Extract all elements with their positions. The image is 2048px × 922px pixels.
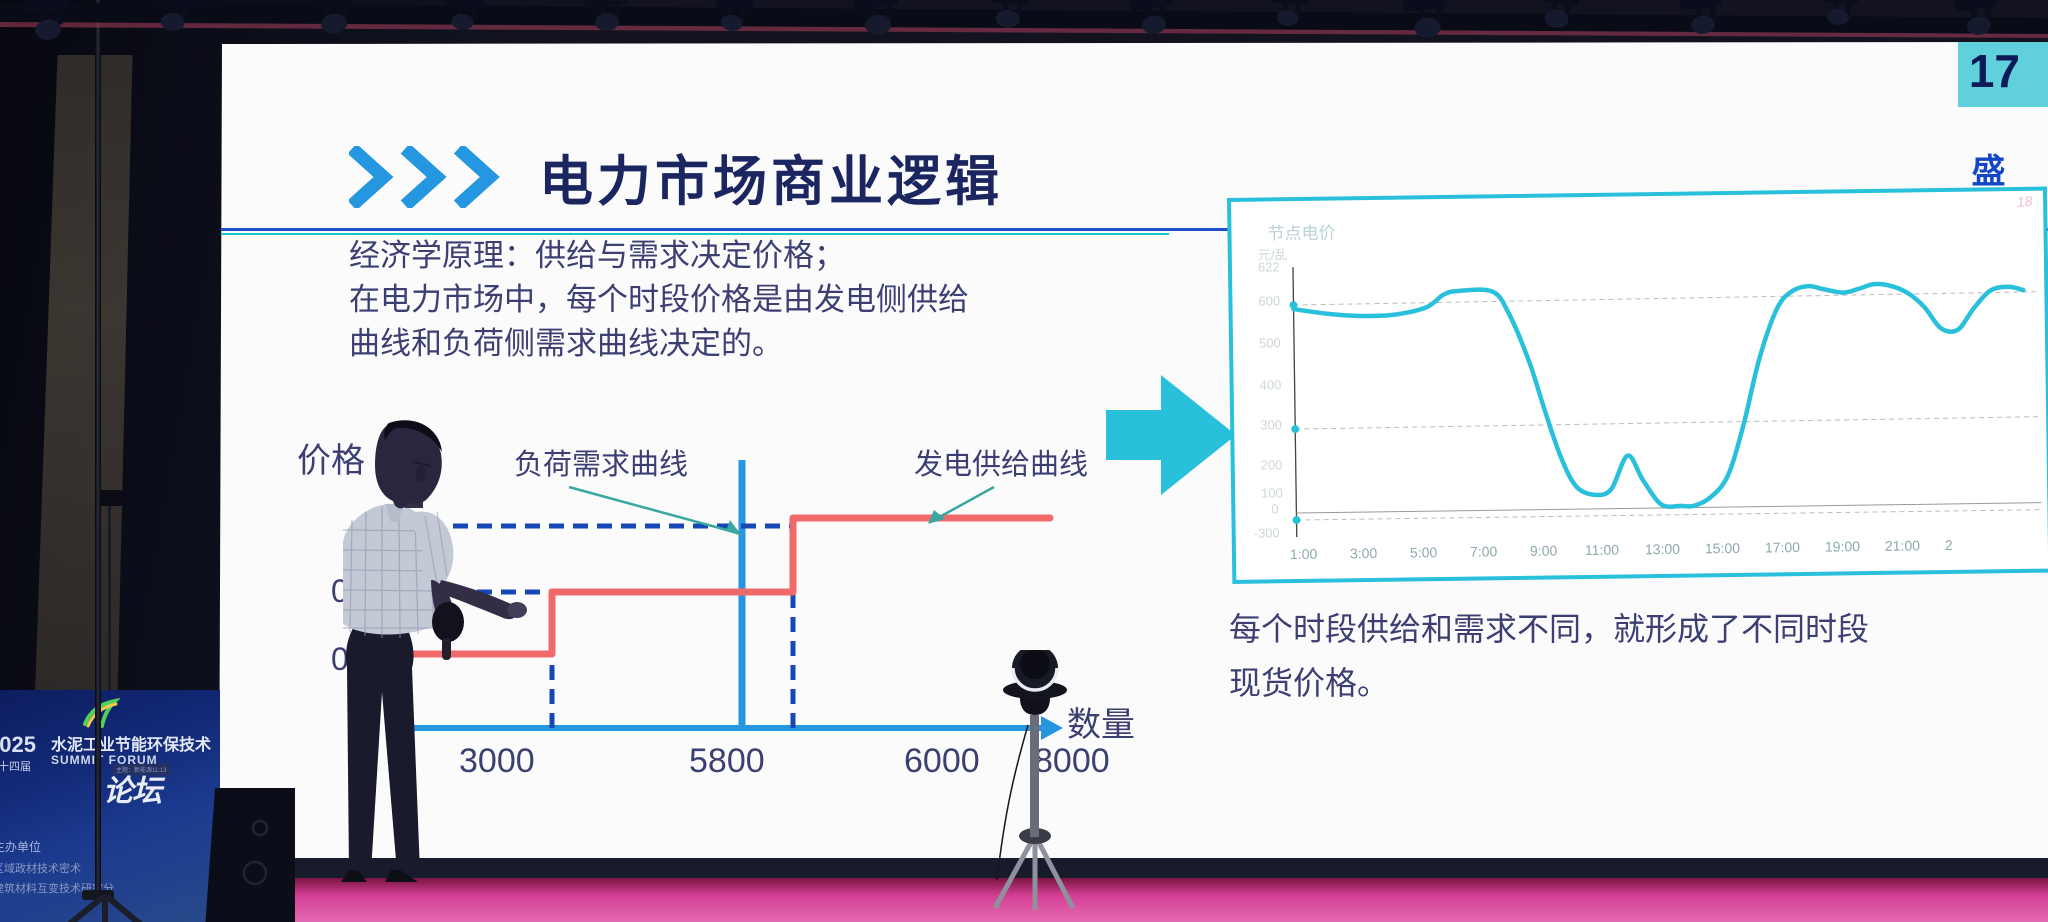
svg-text:0: 0 — [1271, 501, 1278, 516]
svg-text:1:00: 1:00 — [1290, 546, 1318, 562]
svg-text:13:00: 13:00 — [1645, 541, 1680, 557]
svg-text:600: 600 — [1258, 293, 1280, 308]
svg-text:200: 200 — [1261, 457, 1283, 472]
svg-text:11:00: 11:00 — [1585, 542, 1619, 558]
svg-text:17:00: 17:00 — [1765, 539, 1800, 555]
svg-text:节点电价: 节点电价 — [1267, 223, 1335, 243]
svg-text:价格: 价格 — [297, 442, 365, 480]
svg-text:2: 2 — [1945, 537, 1953, 553]
svg-text:0.6: 0.6 — [331, 573, 375, 609]
svg-text:3:00: 3:00 — [1350, 545, 1378, 561]
svg-text:500: 500 — [1259, 335, 1281, 350]
svg-text:300: 300 — [1260, 417, 1282, 432]
svg-text:7:00: 7:00 — [1470, 543, 1498, 559]
svg-text:5800: 5800 — [689, 742, 765, 780]
svg-text:9:00: 9:00 — [1530, 542, 1558, 558]
svg-text:400: 400 — [1260, 377, 1282, 392]
svg-text:5:00: 5:00 — [1410, 544, 1438, 560]
svg-text:-300: -300 — [1254, 525, 1280, 540]
svg-text:发电供给曲线: 发电供给曲线 — [914, 448, 1088, 481]
svg-text:21:00: 21:00 — [1885, 537, 1920, 553]
svg-text:18: 18 — [2016, 193, 2033, 210]
svg-text:15:00: 15:00 — [1705, 540, 1740, 556]
svg-text:3000: 3000 — [459, 742, 535, 780]
svg-text:19:00: 19:00 — [1825, 538, 1860, 554]
svg-text:负荷需求曲线: 负荷需求曲线 — [514, 448, 688, 481]
svg-text:100: 100 — [1261, 485, 1283, 500]
svg-text:0.: 0. — [331, 641, 358, 677]
svg-text:622: 622 — [1258, 259, 1280, 274]
